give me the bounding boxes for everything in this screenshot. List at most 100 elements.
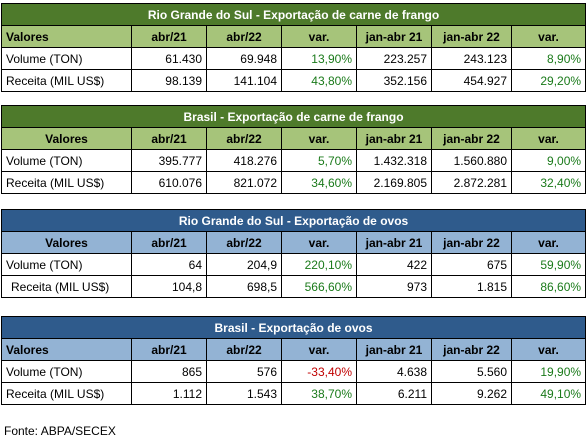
table-row: Receita (MIL US$) 98.139 141.104 43,80% … <box>1 69 587 92</box>
table-cell: 352.156 <box>356 69 432 92</box>
row-label: Receita (MIL US$) <box>1 382 132 405</box>
row-label: Receita (MIL US$) <box>1 171 132 194</box>
row-label: Volume (TON) <box>1 253 132 276</box>
table-cell: 2.169.805 <box>356 171 432 194</box>
variation-cell: 59,90% <box>510 253 587 276</box>
table-cell: 422 <box>356 253 432 276</box>
header-cell: abr/21 <box>131 25 207 48</box>
header-cell: abr/21 <box>131 127 207 150</box>
variation-cell: 8,90% <box>510 47 587 70</box>
table-cell: 243.123 <box>431 47 512 70</box>
table-row: Receita (MIL US$) 104,8 698,5 566,60% 97… <box>1 275 587 298</box>
variation-cell: 29,20% <box>510 69 587 92</box>
header-cell: abr/22 <box>206 231 282 254</box>
table-row: Receita (MIL US$) 1.112 1.543 38,70% 6.2… <box>1 382 587 405</box>
table-cell: 223.257 <box>356 47 432 70</box>
header-cell: Valores <box>1 25 132 48</box>
table-title: Brasil - Exportação de carne de frango <box>0 105 587 128</box>
header-cell: Valores <box>1 231 132 254</box>
header-cell: jan-abr 21 <box>356 338 432 361</box>
variation-cell: 566,60% <box>281 275 357 298</box>
table-cell: 865 <box>131 360 207 383</box>
table-cell: 61.430 <box>131 47 207 70</box>
variation-cell: 49,10% <box>510 382 587 405</box>
table-brasil-ovos: Brasil - Exportação de ovos Valores abr/… <box>0 316 587 405</box>
table-cell: 1.543 <box>206 382 282 405</box>
header-cell: jan-abr 21 <box>356 127 432 150</box>
table-title: Brasil - Exportação de ovos <box>0 316 587 339</box>
variation-cell: 19,90% <box>510 360 587 383</box>
table-cell: 9.262 <box>431 382 512 405</box>
header-cell: var. <box>281 25 357 48</box>
table-cell: 69.948 <box>206 47 282 70</box>
variation-cell: 38,70% <box>281 382 357 405</box>
header-cell: jan-abr 21 <box>356 25 432 48</box>
header-cell: var. <box>510 338 587 361</box>
header-cell: Valores <box>1 338 132 361</box>
variation-cell: 34,60% <box>281 171 357 194</box>
table-cell: 973 <box>356 275 432 298</box>
table-row: Volume (TON) 61.430 69.948 13,90% 223.25… <box>1 47 587 70</box>
table-cell: 454.927 <box>431 69 512 92</box>
table-cell: 821.072 <box>206 171 282 194</box>
table-cell: 395.777 <box>131 149 207 172</box>
table-cell: 418.276 <box>206 149 282 172</box>
header-cell: jan-abr 22 <box>431 127 512 150</box>
header-cell: jan-abr 22 <box>431 338 512 361</box>
table-cell: 1.112 <box>131 382 207 405</box>
table-cell: 6.211 <box>356 382 432 405</box>
table-row: Volume (TON) 395.777 418.276 5,70% 1.432… <box>1 149 587 172</box>
variation-cell: 5,70% <box>281 149 357 172</box>
header-cell: abr/22 <box>206 25 282 48</box>
row-label: Volume (TON) <box>1 149 132 172</box>
header-cell: abr/22 <box>206 338 282 361</box>
header-cell: var. <box>281 127 357 150</box>
row-label: Receita (MIL US$) <box>1 69 132 92</box>
variation-cell: 220,10% <box>281 253 357 276</box>
header-cell: jan-abr 22 <box>431 231 512 254</box>
table-cell: 698,5 <box>206 275 282 298</box>
table-cell: 141.104 <box>206 69 282 92</box>
table-cell: 104,8 <box>131 275 207 298</box>
row-label: Volume (TON) <box>1 47 132 70</box>
table-cell: 2.872.281 <box>431 171 512 194</box>
table-rs-frango: Rio Grande do Sul - Exportação de carne … <box>0 3 587 92</box>
table-cell: 204,9 <box>206 253 282 276</box>
table-title: Rio Grande do Sul - Exportação de carne … <box>0 3 587 26</box>
header-cell: Valores <box>1 127 132 150</box>
table-cell: 5.560 <box>431 360 512 383</box>
row-label: Volume (TON) <box>1 360 132 383</box>
source-note: Fonte: ABPA/SECEX <box>4 424 116 438</box>
table-row: Receita (MIL US$) 610.076 821.072 34,60%… <box>1 171 587 194</box>
header-cell: abr/21 <box>131 231 207 254</box>
table-cell: 576 <box>206 360 282 383</box>
table-cell: 64 <box>131 253 207 276</box>
table-cell: 98.139 <box>131 69 207 92</box>
variation-cell: 86,60% <box>510 275 587 298</box>
header-cell: var. <box>510 127 587 150</box>
header-cell: var. <box>510 231 587 254</box>
header-cell: jan-abr 21 <box>356 231 432 254</box>
table-cell: 1.560.880 <box>431 149 512 172</box>
header-cell: var. <box>510 25 587 48</box>
table-row: Volume (TON) 865 576 -33,40% 4.638 5.560… <box>1 360 587 383</box>
table-rs-ovos: Rio Grande do Sul - Exportação de ovos V… <box>0 209 587 298</box>
variation-cell: 9,00% <box>510 149 587 172</box>
header-cell: var. <box>281 338 357 361</box>
table-cell: 1.432.318 <box>356 149 432 172</box>
variation-cell: 43,80% <box>281 69 357 92</box>
table-cell: 1.815 <box>431 275 512 298</box>
header-cell: abr/22 <box>206 127 282 150</box>
table-cell: 610.076 <box>131 171 207 194</box>
variation-cell: 32,40% <box>510 171 587 194</box>
table-row: Volume (TON) 64 204,9 220,10% 422 675 59… <box>1 253 587 276</box>
header-cell: var. <box>281 231 357 254</box>
table-brasil-frango: Brasil - Exportação de carne de frango V… <box>0 105 587 194</box>
header-cell: abr/21 <box>131 338 207 361</box>
variation-cell: -33,40% <box>281 360 357 383</box>
row-label: Receita (MIL US$) <box>1 275 132 298</box>
table-title: Rio Grande do Sul - Exportação de ovos <box>0 209 587 232</box>
variation-cell: 13,90% <box>281 47 357 70</box>
table-cell: 675 <box>431 253 512 276</box>
table-cell: 4.638 <box>356 360 432 383</box>
